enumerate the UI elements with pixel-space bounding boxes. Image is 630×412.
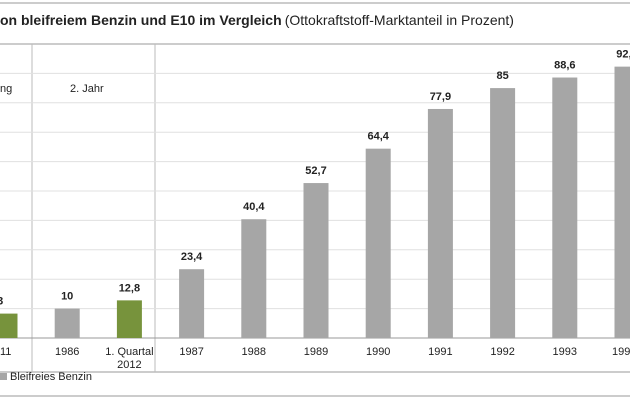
value-label: 88,6 <box>554 59 575 71</box>
chart-title: on bleifreiem Benzin und E10 im Vergleic… <box>0 12 282 28</box>
x-tick-label: 1993 <box>553 346 577 358</box>
value-label: 52,7 <box>305 165 326 177</box>
value-label: 92,3 <box>616 49 630 61</box>
x-tick-label: 1992 <box>490 346 514 358</box>
x-tick-label: 1989 <box>304 346 328 358</box>
bar <box>365 148 391 338</box>
bar <box>427 108 453 338</box>
x-tick-label: 1988 <box>242 346 266 358</box>
x-tick-label: 1. Quartal <box>105 346 153 358</box>
bar <box>490 88 516 338</box>
x-tick-label: 1987 <box>179 346 203 358</box>
value-label: 12,8 <box>119 282 140 294</box>
x-tick-label: 11 <box>0 346 11 358</box>
x-tick-label: 1986 <box>55 346 79 358</box>
legend-swatch <box>0 373 7 380</box>
value-label: 64,4 <box>367 131 389 143</box>
value-label: 40,4 <box>243 201 265 213</box>
x-tick-label: 2012 <box>117 359 141 371</box>
chart-title: on bleifreiem Benzin und E10 im Vergleic… <box>0 12 514 28</box>
bar <box>116 300 142 338</box>
bar <box>54 308 80 338</box>
bar <box>0 313 18 338</box>
x-tick-label: 1990 <box>366 346 390 358</box>
value-label: 8,3 <box>0 296 3 308</box>
x-tick-label: 1991 <box>428 346 452 358</box>
value-label: 10 <box>61 291 73 303</box>
bar <box>241 219 267 338</box>
chart-subtitle: (Ottokraftstoff-Marktanteil in Prozent) <box>285 12 514 28</box>
x-tick-label: 199 <box>612 346 630 358</box>
value-label: 85 <box>496 70 508 82</box>
legend-label: Bleifreies Benzin <box>10 371 92 383</box>
section-label: ng <box>0 83 12 95</box>
bar <box>552 77 578 339</box>
value-label: 23,4 <box>181 251 203 263</box>
value-label: 77,9 <box>430 91 451 103</box>
bar <box>179 269 205 338</box>
section-label: 2. Jahr <box>70 83 104 95</box>
bar <box>614 66 630 338</box>
bar <box>303 183 329 338</box>
